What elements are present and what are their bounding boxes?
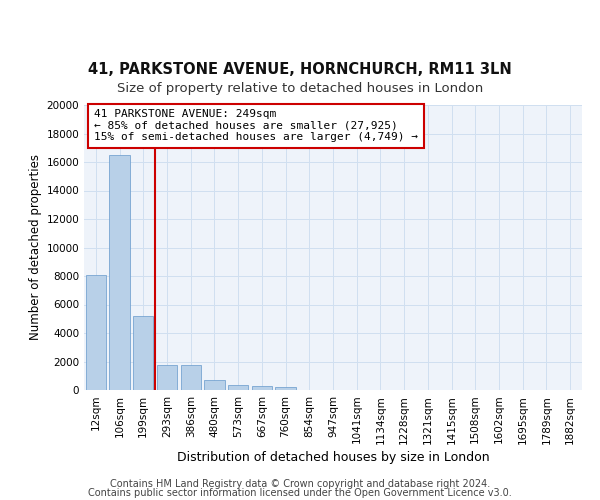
Bar xyxy=(157,365,177,390)
Bar xyxy=(275,386,296,390)
Text: Contains HM Land Registry data © Crown copyright and database right 2024.: Contains HM Land Registry data © Crown c… xyxy=(110,479,490,489)
Bar xyxy=(205,380,224,390)
Bar xyxy=(252,386,272,390)
Bar xyxy=(86,274,106,390)
Text: Size of property relative to detached houses in London: Size of property relative to detached ho… xyxy=(117,82,483,95)
X-axis label: Distribution of detached houses by size in London: Distribution of detached houses by size … xyxy=(176,450,490,464)
Text: 41, PARKSTONE AVENUE, HORNCHURCH, RM11 3LN: 41, PARKSTONE AVENUE, HORNCHURCH, RM11 3… xyxy=(88,62,512,78)
Bar xyxy=(181,365,201,390)
Text: 41 PARKSTONE AVENUE: 249sqm
← 85% of detached houses are smaller (27,925)
15% of: 41 PARKSTONE AVENUE: 249sqm ← 85% of det… xyxy=(94,110,418,142)
Y-axis label: Number of detached properties: Number of detached properties xyxy=(29,154,42,340)
Text: Contains public sector information licensed under the Open Government Licence v3: Contains public sector information licen… xyxy=(88,488,512,498)
Bar xyxy=(109,155,130,390)
Bar xyxy=(228,385,248,390)
Bar xyxy=(133,316,154,390)
